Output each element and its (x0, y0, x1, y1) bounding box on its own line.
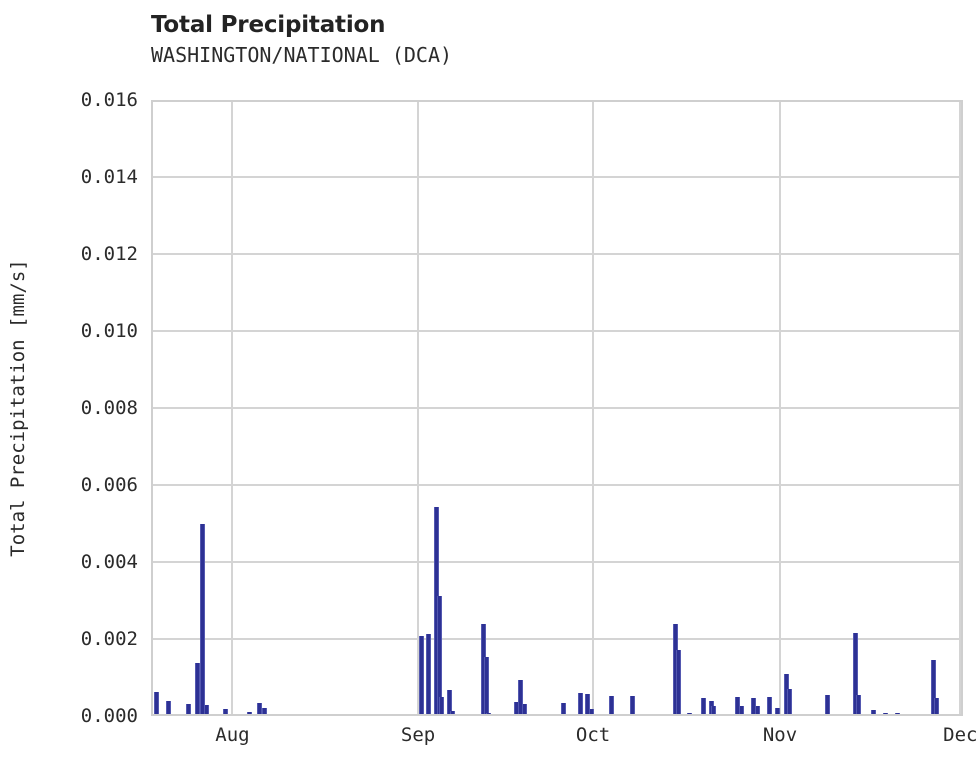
bar (228, 713, 234, 716)
bar (825, 694, 831, 716)
y-axis-tick-label: 0.008 (80, 397, 138, 419)
bar (265, 713, 271, 716)
x-axis-tick-label: Oct (575, 724, 611, 746)
bar (933, 697, 939, 716)
x-axis-tick-label: Aug (215, 724, 250, 746)
bar (247, 712, 253, 716)
bar (766, 696, 772, 716)
gridline-horizontal (151, 253, 963, 255)
plot-area (151, 100, 963, 716)
x-axis-tick-labels: AugSepOctNovDec2026 (151, 724, 977, 766)
y-axis-tick-label: 0.016 (80, 89, 138, 111)
y-axis-tick-label: 0.000 (80, 705, 138, 727)
bar (630, 695, 636, 716)
bar (320, 714, 326, 716)
gridline-vertical (592, 100, 595, 716)
bar (204, 705, 210, 716)
y-axis-tick-label: 0.014 (80, 166, 138, 188)
bar (786, 689, 792, 716)
gridline-vertical (959, 100, 962, 716)
gridline-horizontal (151, 407, 963, 409)
y-axis-tick-label: 0.006 (80, 474, 138, 496)
bar (870, 710, 876, 716)
bar (256, 702, 262, 716)
bar (675, 649, 681, 716)
bar (589, 709, 595, 716)
bar (701, 697, 707, 716)
bar (436, 595, 442, 716)
bar (853, 632, 859, 716)
x-axis-tick-label: Nov (762, 724, 798, 746)
gridline-horizontal (151, 484, 963, 486)
gridline-vertical (779, 100, 782, 716)
bar (930, 660, 936, 716)
bar (710, 705, 716, 716)
bar (561, 702, 566, 716)
bar (585, 694, 591, 716)
bar (426, 634, 432, 716)
bar (450, 711, 456, 716)
bar (439, 696, 445, 716)
bar (223, 709, 229, 716)
gridline-horizontal (151, 330, 963, 332)
bar (856, 694, 862, 716)
y-axis-tick-label: 0.012 (80, 243, 138, 265)
bar (609, 695, 615, 716)
bar (518, 680, 524, 716)
bar (447, 689, 453, 716)
bar (738, 705, 744, 716)
y-axis-tick-label: 0.010 (80, 320, 138, 342)
gridline-horizontal (151, 638, 963, 640)
bar (894, 712, 900, 716)
y-axis-tick-labels: 0.000 0.002 0.004 0.006 0.008 0.010 0.012 0.014… (0, 91, 138, 726)
bar (774, 707, 780, 716)
y-axis-tick-label: 0.004 (80, 551, 138, 573)
y-axis-tick-label: 0.002 (80, 628, 138, 650)
bar (185, 704, 191, 716)
bar (754, 705, 760, 716)
chart-header: Total Precipitation WASHINGTON/NATIONAL … (151, 12, 951, 67)
gridline-horizontal (151, 176, 963, 178)
bar (882, 712, 888, 716)
bar (153, 692, 159, 716)
bar (165, 701, 171, 716)
bar (522, 704, 528, 716)
bar (686, 712, 692, 716)
bar (312, 714, 318, 716)
bar-series (151, 100, 963, 716)
gridline-vertical (417, 100, 420, 716)
page-title: Total Precipitation (151, 12, 386, 38)
bar (419, 635, 425, 716)
bar (261, 708, 267, 716)
bar (195, 663, 201, 716)
bar (578, 692, 584, 716)
gridline-horizontal (151, 561, 963, 563)
x-axis-tick-label: Sep (400, 724, 436, 746)
bar (486, 712, 492, 716)
chart-subtitle: WASHINGTON/NATIONAL (DCA) (151, 43, 453, 68)
bar (483, 657, 489, 716)
bar (200, 523, 206, 716)
gridline-vertical (231, 100, 234, 716)
x-axis-tick-label: Dec (943, 724, 978, 746)
